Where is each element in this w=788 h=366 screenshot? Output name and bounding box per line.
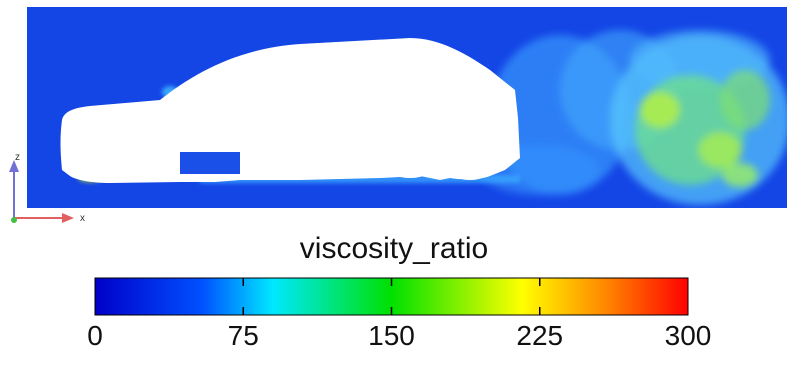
colorbar-tick-label: 0 (87, 320, 103, 351)
x-axis-label: x (80, 213, 85, 224)
z-axis-label: z (15, 152, 20, 163)
colorbar-tick-label: 225 (516, 320, 564, 351)
colorbar-tick-label: 300 (664, 320, 712, 351)
colorbar-ticks (242, 278, 541, 315)
underbody-detail (180, 151, 490, 180)
vehicle-silhouette (60, 38, 520, 183)
colorbar-title: viscosity_ratio (299, 232, 489, 265)
axis-triad (9, 160, 74, 223)
colorbar-tick-label: 150 (368, 320, 415, 351)
colorbar-tick-label: 75 (227, 320, 259, 351)
